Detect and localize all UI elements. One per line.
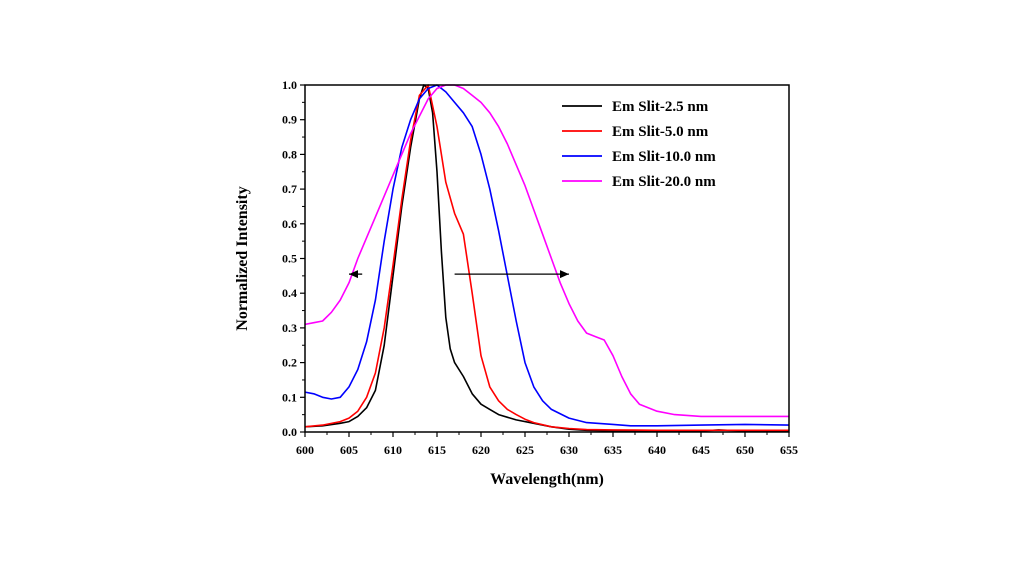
arrow-head <box>349 270 358 279</box>
legend: Em Slit-2.5 nm Em Slit-5.0 nm Em Slit-10.0… <box>562 99 716 190</box>
x-tick-label: 635 <box>604 443 622 457</box>
y-tick-label: 0.2 <box>282 356 297 370</box>
y-tick-label: 0.3 <box>282 321 297 335</box>
y-tick-label: 0.9 <box>282 113 297 127</box>
arrow-head <box>560 270 569 279</box>
y-tick-label: 0.0 <box>282 425 297 439</box>
x-tick-label: 610 <box>384 443 402 457</box>
x-tick-label: 650 <box>736 443 754 457</box>
y-tick-label: 0.1 <box>282 390 297 404</box>
x-tick-label: 640 <box>648 443 666 457</box>
x-tick-label: 605 <box>340 443 358 457</box>
x-tick-label: 600 <box>296 443 314 457</box>
legend-label: Em Slit-2.5 nm <box>612 99 709 115</box>
y-tick-label: 1.0 <box>282 78 297 92</box>
y-axis-title: Normalized Intensity <box>234 186 251 330</box>
series-layer <box>304 84 790 433</box>
series-line <box>304 84 790 433</box>
x-tick-label: 655 <box>780 443 798 457</box>
y-tick-label: 0.8 <box>282 147 297 161</box>
y-tick-label: 0.7 <box>282 182 297 196</box>
series-line <box>304 84 790 427</box>
x-tick-label: 620 <box>472 443 490 457</box>
legend-label: Em Slit-5.0 nm <box>612 124 709 140</box>
legend-label: Em Slit-10.0 nm <box>612 149 716 165</box>
annotation-layer <box>349 270 569 279</box>
x-tick-label: 645 <box>692 443 710 457</box>
x-tick-label: 630 <box>560 443 578 457</box>
series-line <box>304 84 789 432</box>
y-tick-label: 0.4 <box>282 286 297 300</box>
y-tick-label: 0.5 <box>282 252 297 266</box>
y-axis: 0.0 0.1 0.2 0.3 0.4 0.5 0.6 0.7 0.8 0.9 1.0 <box>282 78 305 439</box>
x-tick-label: 625 <box>516 443 534 457</box>
x-axis-title: Wavelength(nm) <box>490 471 604 488</box>
legend-label: Em Slit-20.0 nm <box>612 174 716 190</box>
series-line <box>304 84 789 418</box>
x-tick-label: 615 <box>428 443 446 457</box>
x-axis: 600 605 610 615 620 625 630 635 640 645 650 655 <box>296 432 798 457</box>
y-tick-label: 0.6 <box>282 217 297 231</box>
